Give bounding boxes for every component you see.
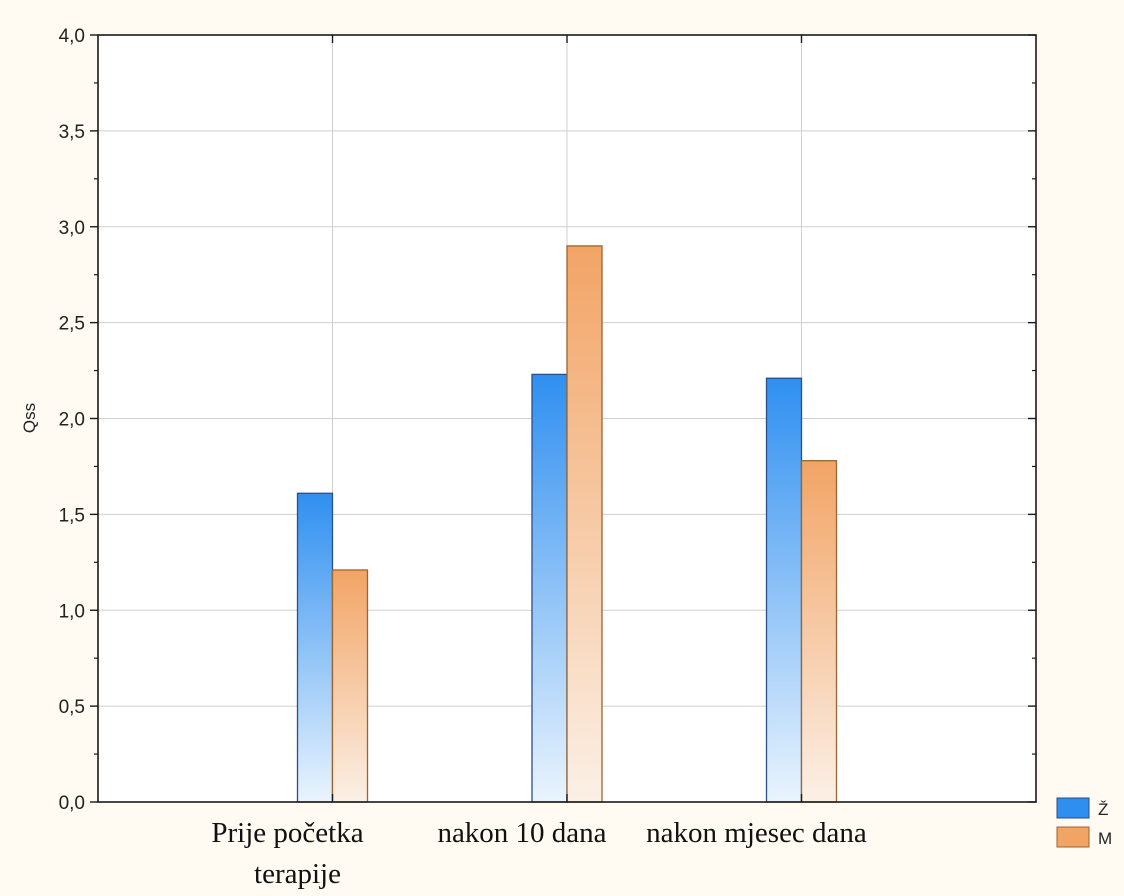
y-tick-label: 1,5 (59, 505, 85, 526)
y-tick-label: 3,5 (59, 122, 85, 143)
y-tick-label: 4,0 (59, 26, 85, 47)
legend-label: M (1098, 829, 1112, 848)
bar-zensko (531, 373, 568, 803)
bar-musko (331, 569, 369, 803)
legend-swatch (1056, 826, 1090, 848)
x-category-label: terapije (254, 858, 341, 890)
x-axis-categories: Prije početka terapije nakon 10 dana nakon … (211, 817, 867, 890)
x-category-label: nakon mjesec dana (646, 817, 867, 849)
bar-zensko (765, 377, 803, 803)
y-tick-label: 2,5 (59, 314, 85, 335)
legend: ŽM (1056, 797, 1112, 848)
y-tick-label: 2,0 (59, 410, 85, 431)
y-tick-label: 1,0 (59, 601, 85, 622)
y-tick-label: 0,5 (59, 697, 85, 718)
x-category-label: Prije početka (211, 817, 363, 849)
y-tick-label: 0,0 (59, 793, 85, 814)
bar-musko (566, 245, 603, 803)
y-axis-ticks: 0,0 0,5 1,0 1,5 2,0 2,5 3,0 3,5 4,0 (59, 26, 1036, 814)
bar-musko (800, 460, 838, 803)
y-axis-title: Qss (20, 403, 39, 433)
x-category-label: nakon 10 dana (437, 817, 606, 849)
legend-swatch (1056, 797, 1090, 819)
bar-zensko (296, 492, 334, 803)
legend-label: Ž (1098, 800, 1108, 819)
y-tick-label: 3,0 (59, 218, 85, 239)
